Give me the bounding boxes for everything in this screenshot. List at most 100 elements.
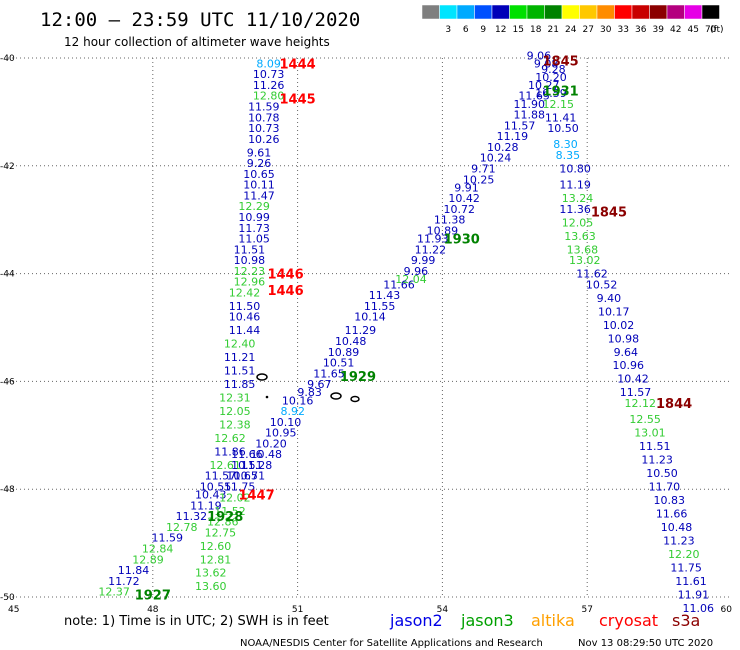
swh-value: 10.14: [354, 311, 386, 324]
swh-value: 10.43: [195, 489, 227, 502]
swh-value: 11.84: [118, 564, 150, 577]
swh-value: 10.83: [654, 494, 686, 507]
swh-value: 12.78: [166, 521, 198, 534]
swh-value: 8.92: [281, 405, 306, 418]
swh-value: 10.89: [328, 346, 360, 359]
pass-time: 1845: [543, 55, 579, 70]
satellite-name: jason3: [460, 611, 514, 630]
scale-bin-label: 24: [565, 25, 577, 35]
scale-bin-label: 39: [653, 25, 665, 35]
swh-value: 10.20: [535, 71, 567, 84]
island-shape: [256, 373, 268, 381]
scale-bin: [579, 4, 598, 20]
footer-note: note: 1) Time is in UTC; 2) SWH is in fe…: [64, 614, 329, 629]
swh-value: 11.66: [231, 448, 263, 461]
lat-tick-label: -50: [0, 593, 15, 603]
scale-unit-label: (ft): [710, 25, 724, 35]
swh-value: 11.51: [639, 440, 671, 453]
lon-tick-label: 57: [581, 605, 592, 615]
island-shape: [330, 392, 342, 400]
swh-value: 12.23: [234, 265, 266, 278]
swh-value: 10.52: [586, 278, 618, 291]
swh-value: 9.91: [454, 181, 479, 194]
pass-time: 1445: [280, 92, 316, 107]
swh-value: 11.32: [176, 510, 208, 523]
pass-time: 1844: [656, 397, 692, 412]
scale-bin-label: 9: [480, 25, 486, 35]
swh-value: 11.52: [214, 505, 246, 518]
swh-value: 9.40: [597, 292, 622, 305]
generated-timestamp: Nov 13 08:29:50 UTC 2020: [578, 638, 713, 649]
pass-time: 1447: [238, 489, 274, 504]
scale-bin-label: 36: [635, 25, 647, 35]
swh-value: 12.42: [229, 286, 261, 299]
swh-value: 11.44: [229, 324, 261, 337]
swh-value: 9.61: [247, 146, 272, 159]
swh-value: 9.71: [471, 162, 496, 175]
swh-value: 11.57: [620, 386, 652, 399]
swh-value: 9.99: [411, 254, 436, 267]
swh-value: 12.31: [219, 392, 251, 405]
lon-tick-label: 54: [437, 605, 449, 615]
swh-value: 12.81: [200, 553, 232, 566]
swh-value: 12.04: [395, 273, 427, 286]
swh-value: 13.62: [195, 567, 227, 580]
map-subtitle: 12 hour collection of altimeter wave hei…: [64, 35, 330, 49]
swh-value: 11.47: [243, 189, 275, 202]
swh-value: 10.95: [265, 427, 297, 440]
swh-value: 11.43: [369, 289, 401, 302]
pass-time: 1927: [135, 588, 171, 603]
lat-lon-grid: [8, 57, 732, 598]
wave-height-color-scale: 3 6 9 12 15 18 21 24 27 30 33 36 39 42 45 70: [421, 4, 720, 35]
pass-time: 1444: [280, 57, 316, 72]
scale-bin: [526, 4, 545, 20]
swh-value: 10.73: [248, 122, 280, 135]
island-outlines: [256, 373, 360, 403]
scale-bin: [666, 4, 685, 20]
scale-bin-label: 12: [495, 25, 506, 35]
swh-value: 9.96: [404, 265, 429, 278]
swh-value: 11.21: [224, 351, 256, 364]
satellite-name: jason2: [389, 611, 443, 630]
swh-value: 11.23: [663, 534, 695, 547]
swh-value: 10.78: [248, 111, 280, 124]
swh-value: 11.06: [682, 602, 714, 615]
scale-bin-label: 21: [548, 25, 559, 35]
swh-value: 12.20: [668, 548, 700, 561]
scale-bin: [509, 4, 528, 20]
swh-value: 12.75: [205, 526, 237, 539]
credit-line: NOAA/NESDIS Center for Satellite Applica…: [240, 638, 543, 649]
lon-tick-label: 60: [721, 605, 733, 615]
scale-bin: [439, 4, 458, 20]
scale-bin-label: 33: [618, 25, 629, 35]
scale-bin-label: 6: [463, 25, 469, 35]
swh-value: 12.80: [253, 90, 285, 103]
satellite-name: altika: [531, 611, 575, 630]
swh-value: 12.89: [132, 553, 164, 566]
swh-value: 13.01: [634, 427, 666, 440]
swh-value: 10.96: [612, 359, 644, 372]
swh-value: 11.91: [678, 588, 710, 601]
swh-value: 11.51: [224, 365, 256, 378]
swh-value: 11.05: [238, 233, 270, 246]
swh-value: 10.10: [270, 416, 302, 429]
pass-time: 1928: [207, 510, 243, 525]
swh-value: 12.61: [209, 459, 241, 472]
swh-value: 12.02: [219, 491, 251, 504]
scale-bin: [421, 4, 440, 20]
swh-value: 11.55: [364, 300, 396, 313]
swh-value: 11.85: [224, 378, 256, 391]
lon-tick-label: 48: [147, 605, 159, 615]
swh-value: 8.09: [256, 57, 281, 70]
pass-time: 1446: [267, 268, 303, 283]
lon-tick-label: 51: [292, 605, 303, 615]
swh-value: 13.60: [195, 580, 227, 593]
swh-value: 11.57: [504, 119, 536, 132]
swh-value: 10.72: [444, 203, 476, 216]
lat-tick-label: -44: [0, 270, 15, 280]
swh-value: 11.86: [214, 445, 246, 458]
swh-value: 12.55: [629, 413, 661, 426]
swh-value: 11.90: [514, 98, 546, 111]
swh-value: 11.50: [229, 300, 261, 313]
